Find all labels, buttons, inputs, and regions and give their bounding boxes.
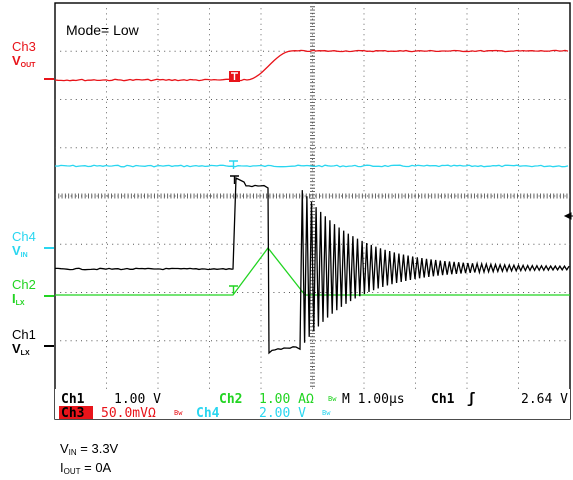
ch3-signal-sub: OUT [21,62,36,69]
status-ch3-bw: Bw [174,409,183,417]
iout-condition: IOUT = 0A [60,460,118,479]
ch4-name: Ch4 [12,230,36,244]
ch3-name: Ch3 [12,40,36,54]
ch4-signal: V [12,243,21,258]
test-conditions: VIN = 3.3V IOUT = 0A [60,441,118,479]
ch4-signal-sub: IN [21,252,28,259]
status-ch4-bw: Bw [322,409,331,417]
status-timebase: M 1.00µs [342,392,405,407]
status-trigger-source: Ch1 [431,392,455,407]
status-ch4: Ch4 [196,406,220,421]
status-ch1: Ch1 [61,392,85,407]
status-ch2-bw: Bw [328,395,337,403]
ch2-signal-sub: LX [16,300,25,307]
ch4-label: Ch4 VIN [12,230,36,263]
status-ch4-scale: 2.00 V [259,406,306,421]
status-ch3: Ch3 [61,406,84,421]
status-ch3-scale: 50.0mVΩ [101,406,156,421]
ch3-signal: V [12,53,21,68]
status-bar: Ch1 1.00 V Ch2 1.00 AΩ Bw M 1.00µs Ch1 ʃ… [55,389,570,421]
status-trigger-level: 2.64 V [521,392,568,407]
plot-title: Mode= Low [66,22,140,38]
ch1-label: Ch1 VLX [12,328,36,361]
status-ch1-scale: 1.00 V [114,392,161,407]
ch1-name: Ch1 [12,328,36,342]
ch2-label: Ch2 ILX [12,278,36,311]
ch2-name: Ch2 [12,278,36,292]
vin-condition: VIN = 3.3V [60,441,118,460]
ch1-signal-sub: LX [21,350,30,357]
status-trigger-slope: ʃ [467,391,475,407]
ch1-signal: V [12,341,21,356]
status-ch2-scale: 1.00 AΩ [259,392,314,407]
ch3-label: Ch3 VOUT [12,40,36,73]
status-ch2: Ch2 [219,392,242,407]
